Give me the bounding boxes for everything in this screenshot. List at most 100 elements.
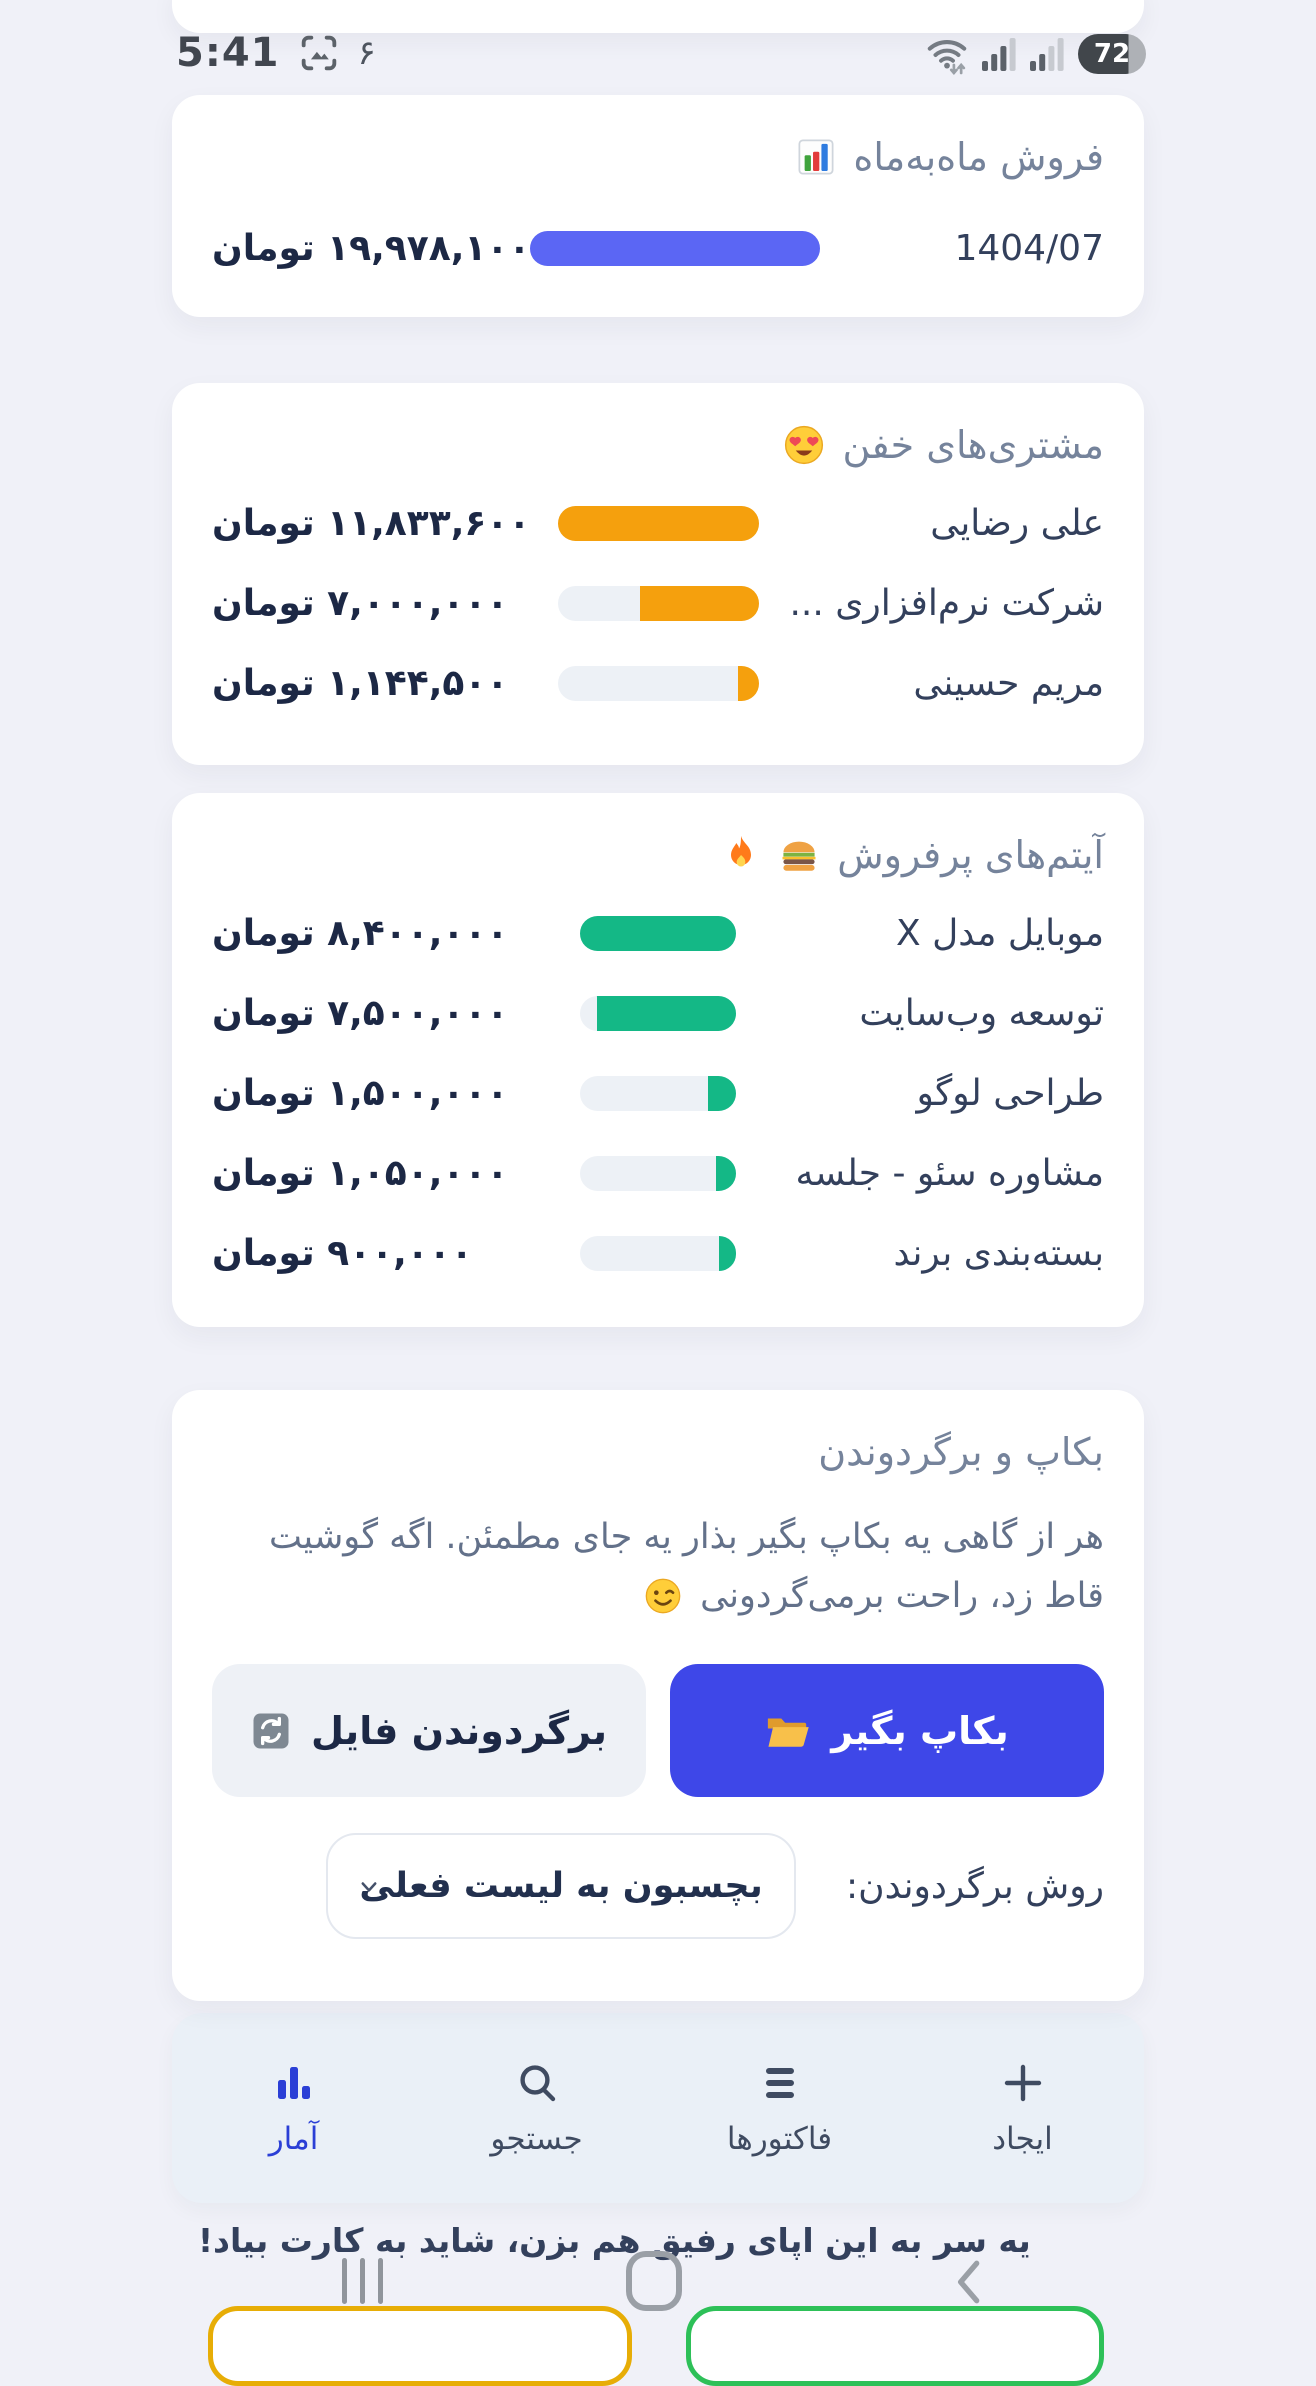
progress-fill [597, 995, 736, 1031]
nav-label-create: ایجاد [992, 2121, 1053, 2157]
progress-track [530, 230, 821, 266]
screenshot-icon [296, 30, 342, 76]
item-name: موبایل مدل X [895, 912, 1104, 954]
customer-amount: ۱۱,۸۳۳,۶۰۰ تومان [212, 502, 531, 544]
back-icon[interactable] [938, 2250, 1002, 2314]
item-name: بسته‌بندی برند [893, 1232, 1105, 1274]
customer-row: علی رضایی ۱۱,۸۳۳,۶۰۰ تومان [212, 483, 1104, 563]
monthly-sales-title-text: فروش ماه‌به‌ماه [853, 135, 1104, 179]
backup-description-text: هر از گاهی یه بکاپ بگیر بذار یه جای مطمئ… [269, 1517, 1104, 1616]
top-customers-card: مشتری‌های خفن علی رضایی ۱۱,۸۳۳,۶۰۰ تومان [172, 383, 1144, 765]
backup-title-text: بکاپ و برگردوندن [818, 1430, 1104, 1474]
restore-method-value: بچسبون به لیست فعلی [359, 1866, 763, 1906]
chevron-down-icon [354, 1871, 384, 1901]
customer-row: مریم حسینی ۱,۱۴۴,۵۰۰ تومان [212, 643, 1104, 723]
top-customers-title: مشتری‌های خفن [212, 419, 1104, 471]
bottom-nav: ایجاد فاکتورها جستجو [172, 2013, 1144, 2203]
progress-fill [557, 505, 759, 541]
progress-fill [580, 915, 736, 951]
item-row: طراحی لوگو ۱,۵۰۰,۰۰۰ تومان [212, 1053, 1104, 1133]
battery-percent: 72 [1093, 39, 1131, 69]
monthly-sales-card: فروش ماه‌به‌ماه 1404/07 ۱۹,۹۷۸,۱۰۰ تومان [172, 95, 1144, 317]
fire-emoji-icon [721, 833, 761, 877]
item-row: موبایل مدل X ۸,۴۰۰,۰۰۰ تومان [212, 893, 1104, 973]
top-items-title-text: آیتم‌های پرفروش [837, 833, 1104, 877]
green-outline-button[interactable] [686, 2306, 1104, 2386]
wifi-icon [924, 32, 970, 76]
customer-name: شرکت نرم‌افزاری ... [789, 582, 1104, 624]
backup-button-label: بکاپ بگیر [831, 1708, 1009, 1753]
progress-track [580, 1155, 736, 1191]
open-folder-icon [765, 1711, 811, 1751]
customer-name: مریم حسینی [913, 662, 1104, 704]
restore-method-label: روش برگردوندن: [846, 1865, 1104, 1907]
bar-chart-emoji-icon [795, 136, 837, 178]
plus-icon [999, 2059, 1047, 2107]
promo-text: یه سر به این اپای رفیق هم بزن، شاید به ک… [198, 2221, 1031, 2260]
item-amount: ۸,۴۰۰,۰۰۰ تومان [212, 912, 509, 954]
battery-indicator: 72 [1078, 34, 1146, 74]
customer-amount: ۱,۱۴۴,۵۰۰ تومان [212, 662, 509, 704]
system-nav [0, 2250, 1316, 2320]
progress-fill [639, 585, 759, 621]
item-amount: ۱,۰۵۰,۰۰۰ تومان [212, 1152, 509, 1194]
nav-label-invoices: فاکتورها [726, 2121, 833, 2157]
top-customers-rows: علی رضایی ۱۱,۸۳۳,۶۰۰ تومان شرکت نرم‌افزا… [212, 483, 1104, 723]
search-icon [513, 2059, 561, 2107]
burger-emoji-icon [777, 833, 821, 877]
progress-fill [530, 230, 821, 266]
refresh-arrows-icon [251, 1711, 291, 1751]
item-amount: ۷,۵۰۰,۰۰۰ تومان [212, 992, 509, 1034]
progress-track [580, 1235, 736, 1271]
restore-file-button[interactable]: برگردوندن فایل [212, 1664, 646, 1797]
restore-button-label: برگردوندن فایل [311, 1708, 607, 1753]
nav-label-search: جستجو [490, 2121, 583, 2157]
customer-name: علی رضایی [930, 502, 1104, 544]
monthly-sales-amount: ۱۹,۹۷۸,۱۰۰ تومان [212, 227, 531, 269]
top-items-title: آیتم‌های پرفروش [212, 829, 1104, 881]
progress-track [580, 1075, 736, 1111]
wink-emoji-icon [643, 1576, 683, 1616]
customer-row: شرکت نرم‌افزاری ... ۷,۰۰۰,۰۰۰ تومان [212, 563, 1104, 643]
item-name: طراحی لوگو [916, 1072, 1104, 1114]
nav-item-create[interactable]: ایجاد [901, 2059, 1144, 2157]
progress-track [580, 915, 736, 951]
item-amount: ۹۰۰,۰۰۰ تومان [212, 1232, 473, 1274]
cellular-signal-icon-sim2 [1030, 35, 1066, 73]
top-customers-title-text: مشتری‌های خفن [842, 423, 1104, 467]
status-bar: 5:41 ۶ [0, 30, 1316, 82]
scrolled-card-edge [172, 0, 1144, 33]
nav-item-stats[interactable]: آمار [172, 2059, 415, 2157]
restore-method-select[interactable]: بچسبون به لیست فعلی [326, 1833, 797, 1939]
nav-item-invoices[interactable]: فاکتورها [658, 2059, 901, 2157]
backup-actions: بکاپ بگیر برگردوندن فایل [212, 1664, 1104, 1797]
customer-amount: ۷,۰۰۰,۰۰۰ تومان [212, 582, 509, 624]
backup-description: هر از گاهی یه بکاپ بگیر بذار یه جای مطمئ… [212, 1508, 1104, 1626]
status-bar-right: 72 [924, 32, 1146, 76]
nav-item-search[interactable]: جستجو [415, 2059, 658, 2157]
progress-fill [707, 1075, 736, 1111]
status-bar-left: 5:41 ۶ [176, 30, 376, 76]
progress-fill [715, 1155, 736, 1191]
invoices-icon [756, 2059, 804, 2107]
monthly-sales-title: فروش ماه‌به‌ماه [212, 131, 1104, 183]
yellow-outline-button[interactable] [208, 2306, 632, 2386]
backup-title: بکاپ و برگردوندن [212, 1426, 1104, 1478]
item-amount: ۱,۵۰۰,۰۰۰ تومان [212, 1072, 509, 1114]
recents-icon[interactable] [342, 2258, 383, 2304]
top-items-rows: موبایل مدل X ۸,۴۰۰,۰۰۰ تومان توسعه وب‌سا… [212, 893, 1104, 1293]
item-row: توسعه وب‌سایت ۷,۵۰۰,۰۰۰ تومان [212, 973, 1104, 1053]
month-label: 1404/07 [954, 227, 1104, 269]
restore-method-row: روش برگردوندن: بچسبون به لیست فعلی [212, 1833, 1104, 1939]
backup-button[interactable]: بکاپ بگیر [670, 1664, 1104, 1797]
item-row: بسته‌بندی برند ۹۰۰,۰۰۰ تومان [212, 1213, 1104, 1293]
home-icon[interactable] [626, 2251, 682, 2311]
clock: 5:41 [176, 30, 280, 76]
top-items-card: آیتم‌های پرفروش موبایل مدل X [172, 793, 1144, 1327]
progress-fill [738, 665, 759, 701]
progress-fill [718, 1235, 736, 1271]
heart-eyes-emoji-icon [782, 423, 826, 467]
item-row: مشاوره سئو - جلسه ۱,۰۵۰,۰۰۰ تومان [212, 1133, 1104, 1213]
monthly-sales-row: 1404/07 ۱۹,۹۷۸,۱۰۰ تومان [212, 205, 1104, 291]
